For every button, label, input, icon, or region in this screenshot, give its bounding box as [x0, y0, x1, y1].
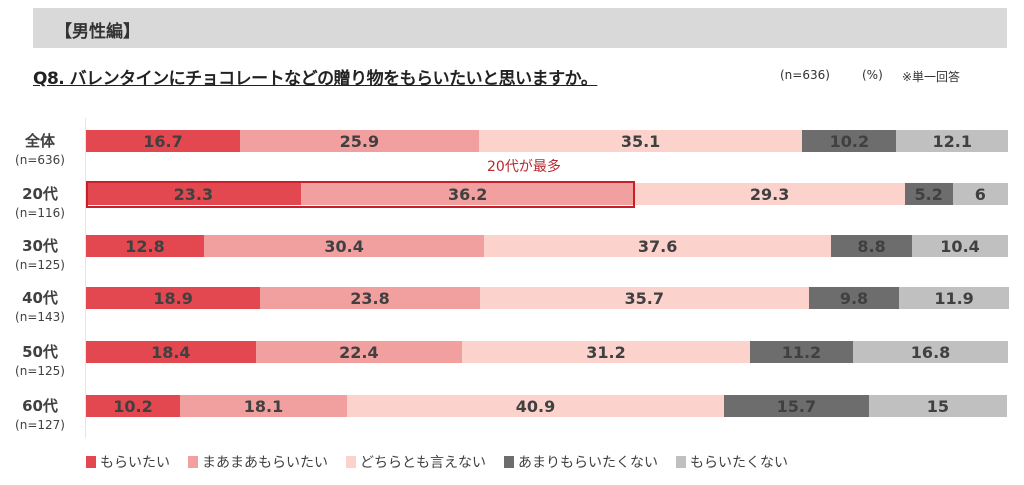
annotation-label: 20代が最多 [487, 159, 561, 175]
legend-label: まあまあもらいたい [202, 455, 328, 471]
bar-segment: 9.8 [808, 287, 900, 309]
sample-size: (n=636) [780, 68, 830, 82]
legend-item: もらいたい [86, 452, 170, 472]
bar-segment: 10.4 [912, 235, 1008, 257]
legend-item: どちらとも言えない [346, 452, 486, 472]
legend-swatch [676, 456, 686, 468]
category-n: (n=143) [15, 310, 65, 324]
legend-item: あまりもらいたくない [504, 452, 658, 472]
legend-label: もらいたくない [690, 455, 788, 471]
category-n: (n=125) [15, 258, 65, 272]
legend-swatch [504, 456, 514, 468]
legend-item: もらいたくない [676, 452, 788, 472]
highlight-box [86, 181, 635, 208]
bar-segment: 12.1 [896, 130, 1008, 152]
legend-label: どちらとも言えない [360, 455, 486, 471]
category-n: (n=636) [15, 153, 65, 167]
category-label: 40代 [22, 289, 58, 307]
bar-segment: 36.2 [300, 183, 635, 205]
bar-segment: 18.9 [86, 287, 261, 309]
bar-segment: 6 [952, 183, 1008, 205]
bar-segment: 10.2 [802, 130, 897, 152]
question-title: Q8. バレンタインにチョコレートなどの贈り物をもらいたいと思いますか。 [33, 69, 598, 89]
bar-segment: 40.9 [346, 395, 725, 417]
category-n: (n=127) [15, 418, 65, 432]
legend-label: もらいたい [100, 455, 170, 471]
answer-type: ※単一回答 [902, 70, 961, 84]
category-label: 20代 [22, 185, 58, 203]
category-label: 50代 [22, 343, 58, 361]
bar-segment: 11.2 [749, 341, 854, 363]
bar-segment: 15.7 [724, 395, 869, 417]
bar-segment: 37.6 [484, 235, 831, 257]
bar-segment: 31.2 [462, 341, 750, 363]
legend-label: あまりもらいたくない [518, 455, 658, 471]
category-label: 30代 [22, 237, 58, 255]
bar-segment: 16.8 [853, 341, 1008, 363]
section-title: 【男性編】 [55, 22, 140, 42]
bar-segment: 23.8 [260, 287, 480, 309]
bar-segment: 22.4 [255, 341, 463, 363]
category-axis [85, 118, 86, 438]
category-n: (n=116) [15, 206, 65, 220]
bar-segment: 18.4 [86, 341, 256, 363]
legend-item: まあまあもらいたい [188, 452, 328, 472]
bar-segment: 11.9 [899, 287, 1009, 309]
category-label: 全体 [24, 132, 55, 150]
bar-segment: 18.1 [180, 395, 347, 417]
legend-swatch [188, 456, 198, 468]
bar-segment: 15 [868, 395, 1008, 417]
bar-segment: 29.3 [634, 183, 905, 205]
bar-segment: 10.2 [86, 395, 181, 417]
bar-segment: 35.1 [478, 130, 803, 152]
section-header: 【男性編】 [33, 8, 1007, 48]
unit-label: (%) [862, 68, 883, 82]
legend-swatch [86, 456, 96, 468]
bar-segment: 12.8 [86, 235, 205, 257]
bar-segment: 23.3 [86, 183, 301, 205]
bar-segment: 35.7 [479, 287, 809, 309]
bar-segment: 30.4 [204, 235, 485, 257]
bar-segment: 5.2 [904, 183, 953, 205]
category-label: 60代 [22, 397, 58, 415]
legend: もらいたい まあまあもらいたい どちらとも言えない あまりもらいたくない もらいたくない [86, 452, 788, 472]
bar-segment: 8.8 [830, 235, 913, 257]
bar-segment: 16.7 [86, 130, 240, 152]
category-n: (n=125) [15, 364, 65, 378]
legend-swatch [346, 456, 356, 468]
bar-segment: 25.9 [239, 130, 479, 152]
